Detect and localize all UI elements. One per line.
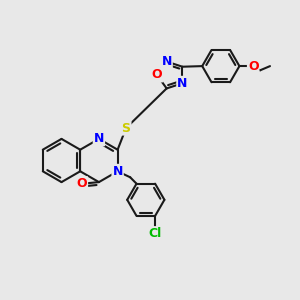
- Text: Cl: Cl: [148, 227, 162, 240]
- Text: S: S: [122, 122, 130, 135]
- Text: N: N: [112, 165, 123, 178]
- Text: O: O: [76, 177, 87, 190]
- Text: O: O: [152, 68, 162, 82]
- Text: N: N: [161, 55, 172, 68]
- Text: N: N: [94, 132, 104, 146]
- Text: O: O: [248, 60, 259, 73]
- Text: N: N: [177, 77, 188, 90]
